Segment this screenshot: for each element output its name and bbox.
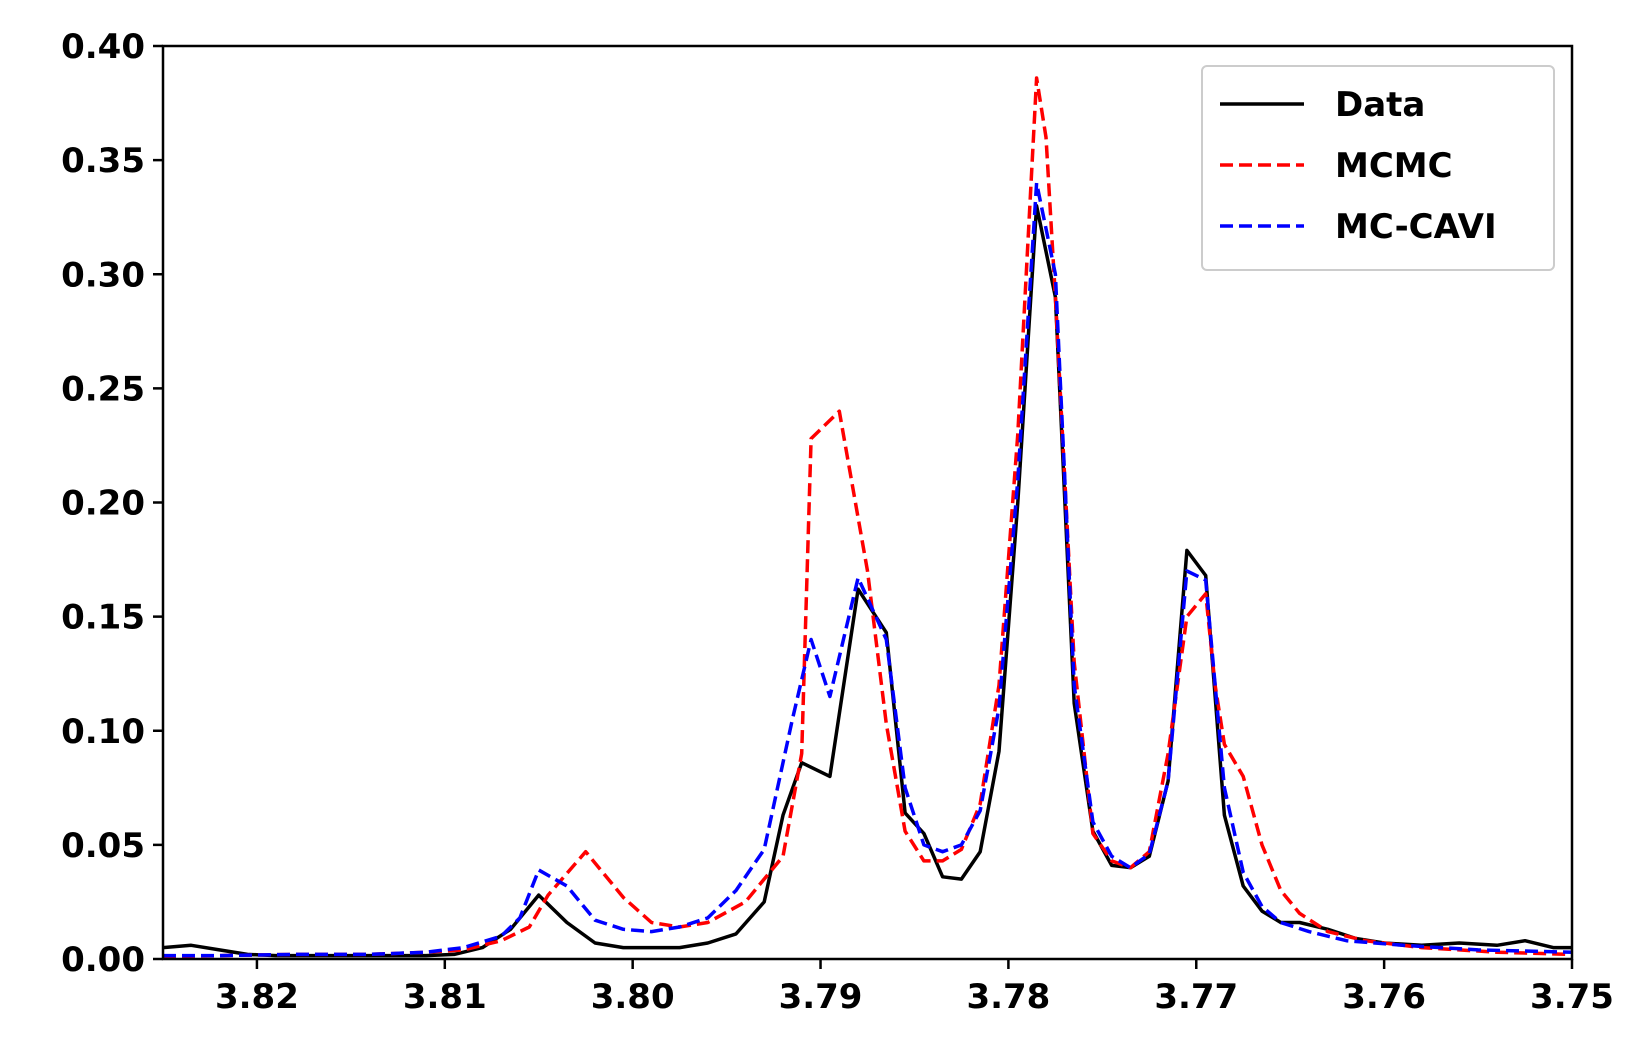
- y-tick-label: 0.10: [61, 712, 145, 752]
- x-tick-label: 3.77: [1154, 977, 1238, 1017]
- y-tick-label: 0.00: [61, 940, 145, 980]
- series-line-mc-cavi: [163, 181, 1572, 958]
- x-tick-label: 3.75: [1530, 977, 1614, 1017]
- legend-label: MCMC: [1335, 146, 1453, 186]
- x-tick-label: 3.82: [215, 977, 299, 1017]
- series-layer: [163, 76, 1572, 959]
- x-tick-label: 3.79: [779, 977, 863, 1017]
- y-tick-label: 0.05: [61, 826, 145, 866]
- x-tick-label: 3.76: [1342, 977, 1426, 1017]
- legend-label: Data: [1335, 85, 1425, 125]
- series-line-mcmc: [163, 76, 1572, 959]
- x-tick-label: 3.80: [591, 977, 675, 1017]
- legend-label: MC-CAVI: [1335, 207, 1497, 247]
- legend: Data MCMC MC-CAVI: [1201, 65, 1555, 271]
- legend-box: [1201, 65, 1555, 271]
- x-tick-label: 3.78: [966, 977, 1050, 1017]
- y-tick-label: 0.40: [61, 27, 145, 67]
- x-tick-label: 3.81: [403, 977, 487, 1017]
- y-tick-label: 0.30: [61, 255, 145, 295]
- y-axis: 0.00 0.05 0.10 0.15 0.20 0.25 0.30 0.35 0.40: [61, 27, 163, 980]
- x-axis: 3.82 3.81 3.80 3.79 3.78 3.77 3.76 3.75: [215, 959, 1614, 1017]
- series-line-data: [163, 204, 1572, 958]
- y-tick-label: 0.15: [61, 598, 145, 638]
- y-tick-label: 0.20: [61, 484, 145, 524]
- y-tick-label: 0.25: [61, 369, 145, 409]
- y-tick-label: 0.35: [61, 141, 145, 181]
